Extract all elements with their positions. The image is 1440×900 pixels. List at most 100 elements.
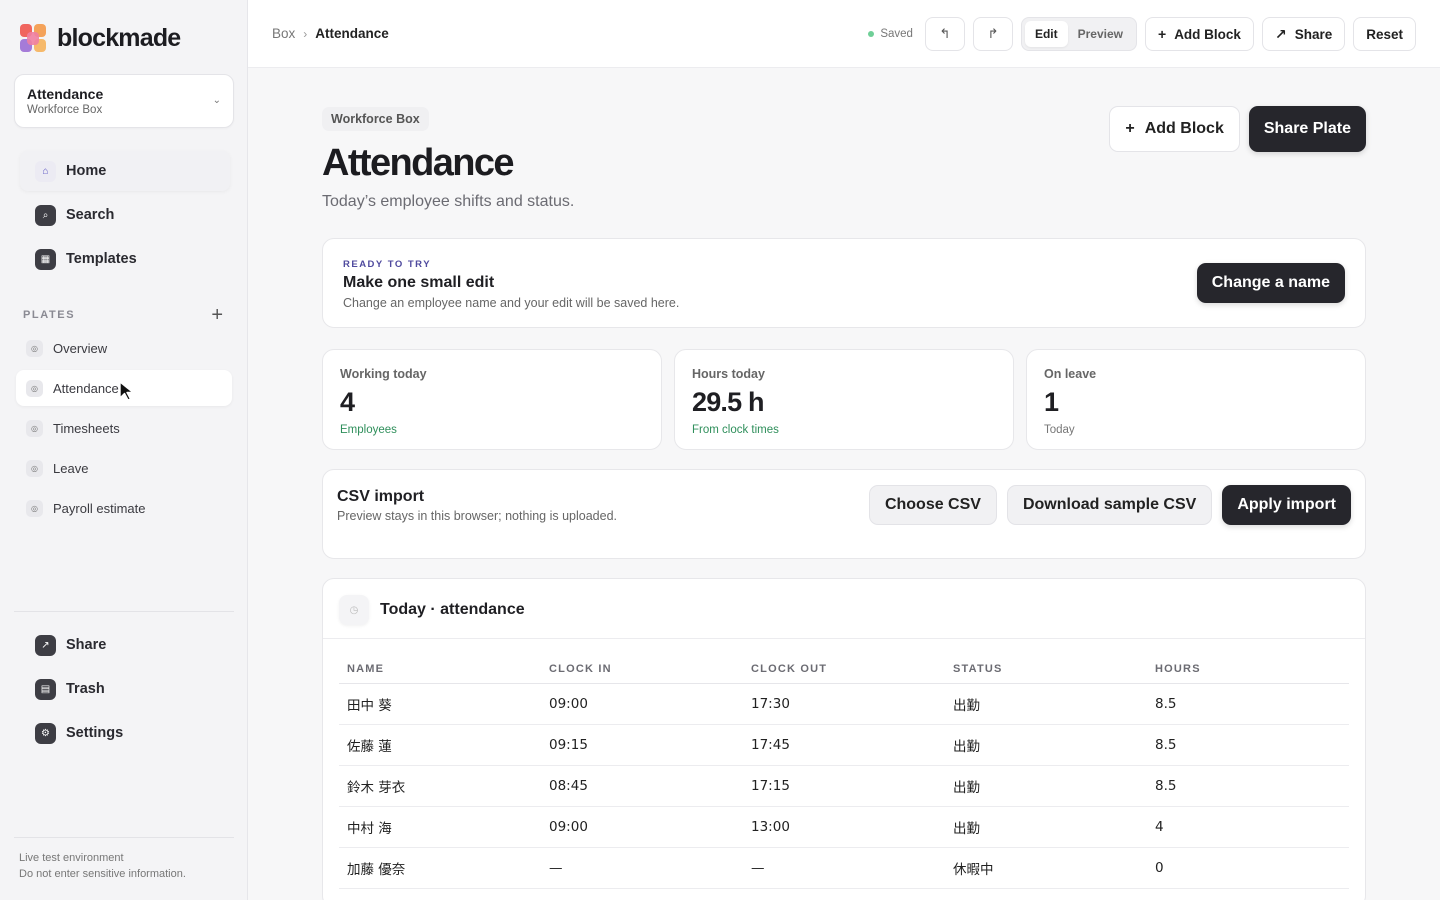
cell-clock-out[interactable]: —: [743, 847, 945, 889]
cell-clock-in[interactable]: —: [541, 847, 743, 889]
plate-item-payroll-estimate[interactable]: ◎ Payroll estimate: [16, 490, 232, 526]
cell-name[interactable]: 佐藤 蓮: [339, 724, 541, 766]
cell-clock-in[interactable]: 09:15: [541, 724, 743, 766]
cell-name[interactable]: 中村 海: [339, 806, 541, 848]
share-arrow-icon: ↗: [1274, 25, 1287, 42]
cell-hours: 8.5: [1147, 724, 1349, 766]
add-block-button[interactable]: + Add Block: [1145, 17, 1254, 51]
environment-note-line: Do not enter sensitive information.: [19, 868, 186, 880]
plate-item-attendance[interactable]: ◎ Attendance: [16, 370, 232, 406]
undo-icon: ↰: [939, 26, 951, 41]
cell-status[interactable]: 出勤: [945, 724, 1147, 766]
sidebar-item-search[interactable]: ⌕ Search: [20, 195, 230, 235]
table-header-row: NAME CLOCK IN CLOCK OUT STATUS HOURS: [339, 655, 1349, 684]
undo-button[interactable]: ↰: [924, 17, 965, 51]
add-block-label: Add Block: [1174, 26, 1241, 42]
cell-status[interactable]: 出勤: [945, 806, 1147, 848]
cell-clock-out[interactable]: 17:45: [743, 724, 945, 766]
share-button[interactable]: ↗ Share: [1261, 17, 1346, 51]
plate-label: Timesheets: [53, 420, 120, 436]
sidebar-item-home[interactable]: ⌂ Home: [20, 151, 230, 191]
box-switcher-title: Attendance: [27, 86, 104, 102]
environment-note-line: Live test environment: [19, 852, 124, 864]
reset-button[interactable]: Reset: [1353, 17, 1416, 51]
plate-icon: ◎: [26, 459, 43, 477]
chevron-right-icon: ›: [303, 26, 308, 41]
stat-sub: Employees: [340, 424, 397, 436]
share-label: Share: [1294, 26, 1333, 42]
redo-button[interactable]: ↱: [972, 17, 1013, 51]
cell-name[interactable]: 加藤 優奈: [339, 847, 541, 889]
settings-icon: ⚙: [35, 722, 56, 744]
stat-card-on-leave: On leave 1 Today: [1026, 349, 1366, 450]
cell-hours: 0: [1147, 847, 1349, 889]
plus-icon: +: [1125, 120, 1135, 137]
cell-clock-out[interactable]: 17:15: [743, 765, 945, 807]
add-block-header-button[interactable]: + Add Block: [1109, 106, 1240, 152]
plate-icon: ◎: [26, 339, 43, 357]
mode-edit-tab[interactable]: Edit: [1024, 21, 1068, 47]
breadcrumb-root[interactable]: Box: [272, 26, 296, 41]
page-title: Attendance: [322, 142, 515, 184]
plate-item-overview[interactable]: ◎ Overview: [16, 330, 232, 366]
stat-card-hours-today: Hours today 29.5 h From clock times: [674, 349, 1014, 450]
cell-clock-out[interactable]: 13:00: [743, 806, 945, 848]
cell-clock-in[interactable]: 09:00: [541, 683, 743, 725]
cell-status[interactable]: 休暇中: [945, 847, 1147, 889]
logo[interactable]: blockmade: [20, 24, 181, 53]
plate-item-leave[interactable]: ◎ Leave: [16, 450, 232, 486]
stat-value: 4: [340, 387, 355, 417]
cell-status[interactable]: 出勤: [945, 683, 1147, 725]
change-name-button[interactable]: Change a name: [1196, 263, 1345, 303]
reset-label: Reset: [1366, 26, 1403, 42]
plate-label: Payroll estimate: [53, 500, 146, 516]
table-row[interactable]: 加藤 優奈 — — 休暇中 0: [339, 847, 1349, 889]
cell-name[interactable]: 田中 葵: [339, 683, 541, 725]
ready-description: Change an employee name and your edit wi…: [343, 296, 680, 310]
table-title: Today · attendance: [380, 601, 525, 618]
logo-mark-icon: [20, 24, 47, 53]
stat-label: On leave: [1044, 367, 1097, 381]
apply-import-button[interactable]: Apply import: [1222, 485, 1351, 525]
page-subtitle: Today’s employee shifts and status.: [322, 193, 575, 210]
cell-clock-in[interactable]: 08:45: [541, 765, 743, 807]
choose-csv-button[interactable]: Choose CSV: [868, 485, 997, 525]
sidebar-item-trash[interactable]: ▤ Trash: [20, 669, 230, 709]
sidebar-item-share[interactable]: ↗ Share: [20, 625, 230, 665]
csv-import-card: CSV import Preview stays in this browser…: [322, 469, 1366, 559]
download-sample-csv-button[interactable]: Download sample CSV: [1006, 485, 1213, 525]
add-plate-icon[interactable]: +: [211, 304, 223, 326]
table-row[interactable]: 鈴木 芽衣 08:45 17:15 出勤 8.5: [339, 765, 1349, 807]
plate-item-timesheets[interactable]: ◎ Timesheets: [16, 410, 232, 446]
redo-icon: ↱: [987, 26, 999, 41]
cell-hours: 8.5: [1147, 765, 1349, 807]
sidebar-item-templates[interactable]: ▦ Templates: [20, 239, 230, 279]
topbar-actions: Saved ↰ ↱ Edit Preview + Add Block ↗ Sha…: [868, 17, 1416, 51]
primary-nav: ⌂ Home ⌕ Search ▦ Templates: [20, 151, 230, 279]
chevron-down-icon: ⌄: [212, 95, 221, 106]
box-switcher[interactable]: Attendance Workforce Box ⌄: [14, 74, 234, 128]
search-icon: ⌕: [35, 204, 56, 226]
share-plate-button[interactable]: Share Plate: [1248, 106, 1366, 152]
plate-icon: ◎: [26, 419, 43, 437]
mode-preview-tab[interactable]: Preview: [1077, 27, 1123, 41]
sidebar-item-settings[interactable]: ⚙ Settings: [20, 713, 230, 753]
templates-icon: ▦: [35, 248, 56, 270]
cell-clock-in[interactable]: 09:00: [541, 806, 743, 848]
column-header-hours: HOURS: [1147, 655, 1349, 684]
sidebar-item-label: Share: [66, 637, 107, 653]
table-row[interactable]: 田中 葵 09:00 17:30 出勤 8.5: [339, 683, 1349, 725]
cell-clock-out[interactable]: 17:30: [743, 683, 945, 725]
cell-status[interactable]: 出勤: [945, 765, 1147, 807]
secondary-nav: ↗ Share ▤ Trash ⚙ Settings: [20, 625, 230, 753]
sidebar-item-label: Settings: [66, 725, 124, 741]
sidebar-divider: [14, 837, 234, 838]
table-row[interactable]: 佐藤 蓮 09:15 17:45 出勤 8.5: [339, 724, 1349, 766]
plate-label: Overview: [53, 340, 108, 356]
topbar: Box › Attendance Saved ↰ ↱ Edit Preview …: [248, 0, 1440, 68]
table-row[interactable]: 中村 海 09:00 13:00 出勤 4: [339, 806, 1349, 848]
sidebar-item-label: Search: [66, 207, 115, 223]
cell-name[interactable]: 鈴木 芽衣: [339, 765, 541, 807]
sidebar-item-label: Trash: [66, 681, 105, 697]
sidebar-divider: [14, 611, 234, 612]
